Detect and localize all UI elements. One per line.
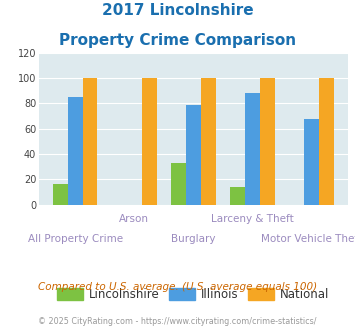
Text: 2017 Lincolnshire: 2017 Lincolnshire: [102, 3, 253, 18]
Bar: [319, 78, 334, 205]
Bar: [53, 184, 68, 205]
Bar: [201, 78, 215, 205]
Bar: [142, 78, 157, 205]
Bar: [171, 163, 186, 205]
Bar: [245, 93, 260, 205]
Text: Property Crime Comparison: Property Crime Comparison: [59, 33, 296, 48]
Bar: [68, 97, 83, 205]
Text: All Property Crime: All Property Crime: [28, 234, 123, 244]
Bar: [186, 105, 201, 205]
Text: Arson: Arson: [119, 214, 149, 224]
Text: Larceny & Theft: Larceny & Theft: [211, 214, 294, 224]
Text: Motor Vehicle Theft: Motor Vehicle Theft: [261, 234, 355, 244]
Bar: [230, 187, 245, 205]
Text: © 2025 CityRating.com - https://www.cityrating.com/crime-statistics/: © 2025 CityRating.com - https://www.city…: [38, 317, 317, 326]
Legend: Lincolnshire, Illinois, National: Lincolnshire, Illinois, National: [53, 283, 334, 306]
Text: Burglary: Burglary: [171, 234, 216, 244]
Bar: [304, 118, 319, 205]
Bar: [83, 78, 97, 205]
Text: Compared to U.S. average. (U.S. average equals 100): Compared to U.S. average. (U.S. average …: [38, 282, 317, 292]
Bar: [260, 78, 275, 205]
